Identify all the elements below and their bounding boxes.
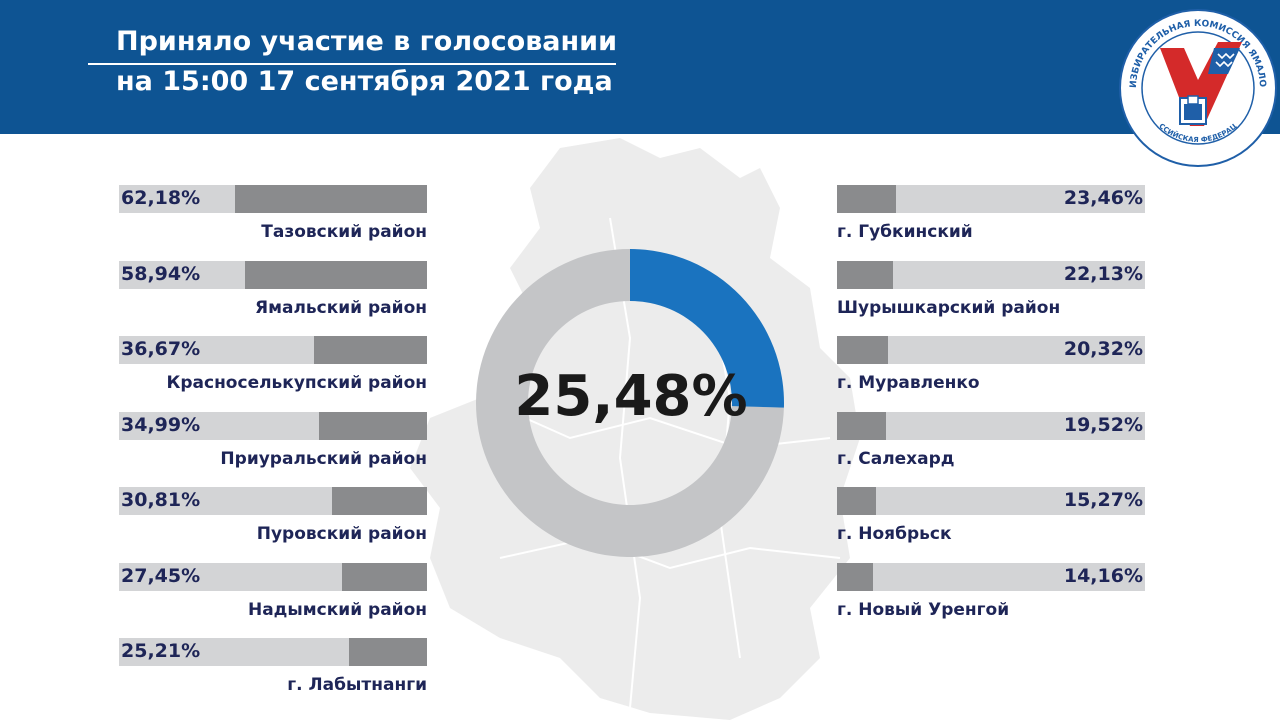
district-label: г. Муравленко [837, 373, 980, 393]
district-label: г. Салехард [837, 448, 955, 469]
bar-value-fill [837, 487, 876, 515]
bar-track: 27,45% [119, 562, 427, 591]
bar-track: 20,32% [837, 336, 1145, 364]
bar-value-label: 36,67% [121, 338, 201, 360]
bar-value-fill [342, 562, 427, 591]
district-label: г. Ноябрьск [837, 524, 952, 544]
district-label: Ямальский район [255, 297, 427, 318]
bar-value-label: 14,16% [1063, 564, 1143, 587]
district-label: Шурышкарский район [837, 297, 1061, 318]
bar-track: 36,67% [119, 336, 427, 364]
page-subtitle: на 15:00 17 сентября 2021 года [116, 66, 613, 97]
bar-value-fill [837, 260, 893, 289]
district-label: Тазовский район [261, 222, 427, 242]
bar-value-label: 58,94% [121, 262, 201, 285]
bar-track: 14,16% [837, 562, 1145, 591]
bar-value-label: 23,46% [1063, 187, 1143, 209]
district-label: г. Новый Уренгой [837, 599, 1010, 620]
bar-value-label: 25,21% [121, 640, 201, 662]
turnout-donut-chart [475, 249, 784, 557]
header-banner: Приняло участие в голосовании на 15:00 1… [0, 0, 1280, 134]
election-commission-logo: ИЗБИРАТЕЛЬНАЯ КОМИССИЯ ЯМАЛО-НЕНЕЦКОГО А… [1118, 8, 1277, 167]
bar-value-fill [349, 638, 427, 666]
bar-value-label: 19,52% [1063, 413, 1143, 436]
bar-value-label: 15,27% [1063, 489, 1143, 511]
district-label: г. Губкинский [837, 222, 973, 242]
bar-value-label: 62,18% [121, 187, 201, 209]
bar-track: 15,27% [837, 487, 1145, 515]
bar-track: 25,21% [119, 638, 427, 666]
page-title: Приняло участие в голосовании [116, 26, 618, 57]
bar-track: 22,13% [837, 260, 1145, 289]
bar-value-fill [837, 411, 886, 440]
district-label: Надымский район [247, 599, 427, 620]
district-label: Приуральский район [220, 448, 427, 469]
bar-value-fill [837, 336, 888, 364]
bar-track: 19,52% [837, 411, 1145, 440]
district-label: Пуровский район [256, 524, 427, 544]
bar-track: 62,18% [119, 185, 427, 213]
district-label: Красноселькупский район [166, 373, 427, 393]
bar-value-label: 30,81% [121, 489, 201, 511]
donut-remaining-slice [475, 249, 784, 557]
bar-value-fill [314, 336, 427, 364]
bar-track: 58,94% [119, 260, 427, 289]
bar-value-fill [837, 562, 873, 591]
bar-value-fill [332, 487, 427, 515]
title-divider [88, 63, 616, 65]
bar-track: 34,99% [119, 411, 427, 440]
bar-track: 23,46% [837, 185, 1145, 213]
bar-value-fill [837, 185, 896, 213]
bar-value-label: 20,32% [1063, 338, 1143, 360]
bar-value-label: 34,99% [121, 413, 201, 436]
district-label: г. Лабытнанги [287, 675, 427, 695]
bar-value-label: 27,45% [121, 564, 201, 587]
bar-value-fill [319, 411, 427, 440]
total-turnout-value: 25,48% [514, 364, 748, 429]
bar-value-fill [235, 185, 427, 213]
donut-turnout-slice [630, 249, 784, 408]
bar-value-fill [245, 260, 427, 289]
bar-value-label: 22,13% [1063, 262, 1143, 285]
bar-track: 30,81% [119, 487, 427, 515]
